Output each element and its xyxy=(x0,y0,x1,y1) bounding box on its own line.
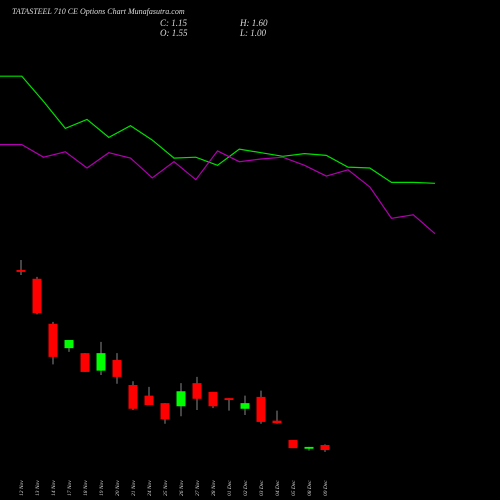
candle-body xyxy=(32,278,42,314)
candle-body xyxy=(64,340,74,349)
x-tick-label: 26 Nov xyxy=(179,480,185,496)
candle-body xyxy=(176,391,186,407)
candle-body xyxy=(256,396,266,422)
x-tick-label: 04 Dec xyxy=(274,480,281,496)
candle-body xyxy=(224,398,234,401)
x-tick-label: 01 Dec xyxy=(227,480,233,496)
candle-body xyxy=(160,403,170,420)
candle-body xyxy=(48,323,58,357)
x-tick-label: 09 Dec xyxy=(323,480,329,496)
candle-body xyxy=(144,395,154,406)
candle-body xyxy=(128,385,138,409)
x-tick-label: 03 Dec xyxy=(259,480,265,496)
candle-body xyxy=(112,360,122,377)
x-tick-label: 13 Nov xyxy=(35,480,41,496)
x-tick-label: 18 Nov xyxy=(83,480,89,496)
x-tick-label: 12 Nov xyxy=(19,480,25,496)
candle-body xyxy=(304,446,314,449)
x-tick-label: 24 Nov xyxy=(146,480,153,496)
ohlc-low: L: 1.00 xyxy=(239,28,267,38)
chart-title: TATASTEEL 710 CE Options Chart Munafasut… xyxy=(12,7,185,16)
candle-body xyxy=(96,353,106,371)
candle-body xyxy=(240,403,250,409)
x-tick-label: 17 Nov xyxy=(67,480,73,496)
x-tick-label: 05 Dec xyxy=(291,480,297,496)
ohlc-open: O: 1.55 xyxy=(160,28,188,38)
ohlc-high: H: 1.60 xyxy=(239,18,268,28)
candle-body xyxy=(16,270,26,272)
x-tick-label: 25 Nov xyxy=(163,480,169,496)
x-tick-label: 02 Dec xyxy=(243,480,249,496)
ohlc-close: C: 1.15 xyxy=(160,18,188,28)
candle-body xyxy=(208,391,218,407)
candle-body xyxy=(320,445,330,451)
candle-body xyxy=(80,353,90,372)
x-tick-label: 21 Nov xyxy=(131,480,137,496)
x-tick-label: 28 Nov xyxy=(211,480,217,496)
x-tick-label: 08 Dec xyxy=(307,480,313,496)
x-tick-label: 27 Nov xyxy=(195,480,201,496)
candle-body xyxy=(192,383,202,399)
candle-body xyxy=(272,420,282,424)
x-tick-label: 14 Nov xyxy=(50,480,57,496)
indicator-line xyxy=(0,144,436,235)
indicator-line xyxy=(0,75,436,184)
candle-body xyxy=(288,440,298,449)
x-tick-label: 20 Nov xyxy=(115,480,121,496)
x-tick-label: 19 Nov xyxy=(99,480,105,496)
